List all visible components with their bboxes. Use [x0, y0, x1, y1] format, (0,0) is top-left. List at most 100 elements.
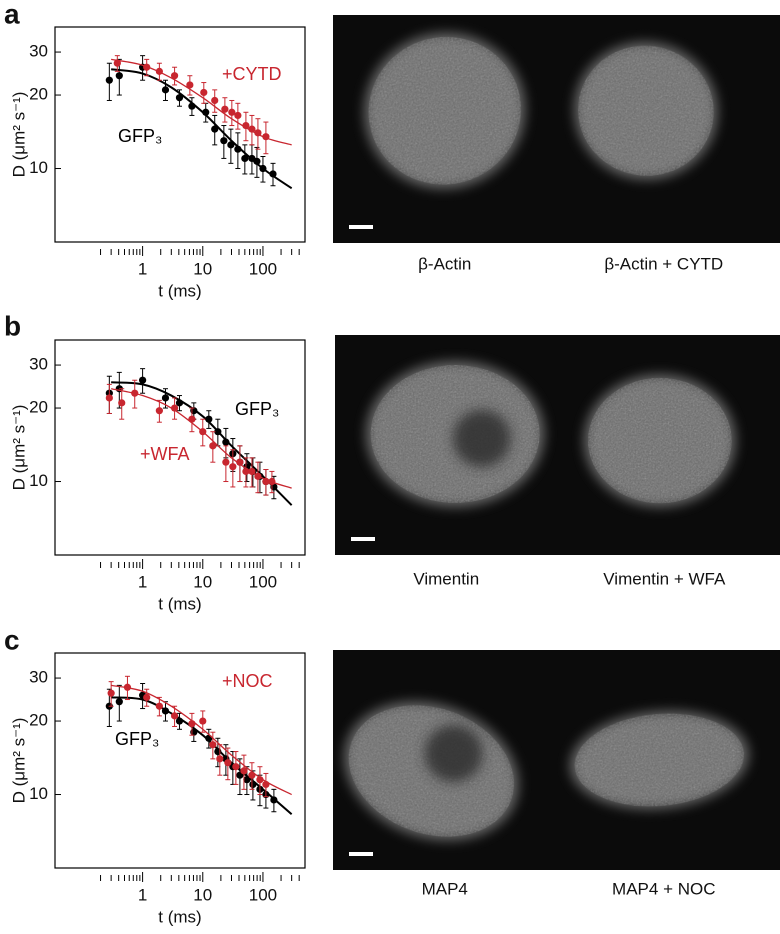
- x-tick-label: 10: [193, 572, 212, 591]
- x-axis-title: t (ms): [158, 594, 201, 613]
- data-point: [268, 477, 276, 486]
- data-point: [175, 399, 184, 407]
- x-tick-label: 1: [138, 572, 147, 591]
- data-point: [209, 741, 217, 749]
- data-point: [161, 394, 170, 402]
- data-point: [155, 702, 163, 710]
- data-point: [243, 776, 251, 784]
- data-point: [170, 712, 179, 720]
- data-point: [222, 438, 230, 446]
- data-point: [143, 693, 151, 701]
- data-point: [211, 96, 219, 105]
- data-point: [161, 707, 170, 715]
- data-point: [202, 108, 210, 116]
- series-label: +NOC: [222, 671, 273, 691]
- data-point: [220, 137, 228, 145]
- nucleus: [424, 724, 483, 783]
- cell-texture: [574, 713, 745, 807]
- data-point: [248, 467, 256, 476]
- data-point: [254, 129, 262, 137]
- data-point: [170, 72, 179, 80]
- cell-image: [364, 33, 526, 189]
- data-point: [188, 720, 196, 728]
- data-point: [269, 170, 277, 178]
- data-point: [224, 759, 232, 767]
- plot-frame: [54, 652, 306, 869]
- panel-letter: c: [4, 624, 20, 655]
- y-tick-label: 10: [29, 471, 48, 490]
- data-point: [234, 111, 242, 120]
- data-point: [155, 407, 163, 415]
- data-point: [240, 767, 248, 775]
- data-point: [254, 472, 262, 480]
- image-caption: Vimentin + WFA: [603, 569, 726, 588]
- image-caption: β-Actin + CYTD: [604, 254, 723, 273]
- data-point: [234, 145, 242, 153]
- data-point: [248, 125, 256, 133]
- data-point: [216, 755, 224, 763]
- data-point: [123, 683, 132, 691]
- y-tick-label: 30: [29, 355, 48, 374]
- y-tick-label: 20: [29, 398, 48, 417]
- x-tick-label: 1: [138, 259, 147, 278]
- y-tick-label: 30: [29, 42, 48, 61]
- data-point: [200, 88, 208, 97]
- plot-frame: [54, 339, 306, 556]
- data-point: [211, 125, 219, 133]
- cell-image: [570, 711, 749, 809]
- series-label: GFP₃: [235, 399, 279, 419]
- data-point: [249, 780, 257, 789]
- data-point: [199, 717, 207, 725]
- data-point: [188, 102, 196, 110]
- data-point: [113, 59, 121, 67]
- image-caption: β-Actin: [418, 254, 471, 273]
- panel-letter: a: [4, 0, 20, 29]
- data-point: [248, 771, 256, 779]
- data-point: [143, 63, 151, 71]
- data-point: [118, 399, 126, 407]
- data-point: [175, 717, 184, 725]
- y-axis-title: D (μm² s⁻¹): [9, 405, 28, 491]
- data-point: [214, 428, 222, 436]
- scale-bar: [349, 225, 373, 229]
- y-tick-label: 20: [29, 711, 48, 730]
- data-point: [236, 458, 244, 466]
- data-point: [214, 747, 222, 756]
- series-label: GFP₃: [115, 729, 159, 749]
- y-axis-title: D (μm² s⁻¹): [9, 92, 28, 178]
- y-tick-label: 10: [29, 784, 48, 803]
- y-tick-label: 20: [29, 85, 48, 104]
- data-point: [105, 394, 113, 402]
- data-point: [131, 389, 139, 397]
- x-axis-title: t (ms): [158, 907, 201, 926]
- data-point: [262, 477, 270, 486]
- data-point: [105, 76, 113, 84]
- cell-texture: [578, 45, 714, 176]
- y-axis-title: D (μm² s⁻¹): [9, 718, 28, 804]
- data-point: [188, 415, 196, 423]
- data-point: [228, 108, 236, 116]
- cell-texture: [587, 377, 732, 504]
- cell-texture: [368, 36, 522, 185]
- nucleus: [452, 409, 511, 467]
- image-caption: Vimentin: [413, 569, 479, 588]
- data-point: [205, 734, 213, 742]
- data-point: [139, 376, 147, 384]
- cell-image: [574, 42, 718, 180]
- data-point: [222, 458, 230, 466]
- data-point: [186, 81, 194, 89]
- data-point: [221, 105, 229, 113]
- data-point: [232, 763, 240, 771]
- y-tick-label: 30: [29, 668, 48, 687]
- data-point: [170, 404, 179, 412]
- data-point: [242, 121, 250, 130]
- plot-frame: [54, 26, 306, 243]
- panel-letter: b: [4, 310, 21, 341]
- y-tick-label: 10: [29, 158, 48, 177]
- x-axis-title: t (ms): [158, 281, 201, 300]
- data-point: [175, 94, 184, 102]
- image-caption: MAP4 + NOC: [612, 879, 715, 898]
- data-point: [155, 67, 163, 75]
- data-point: [199, 428, 207, 436]
